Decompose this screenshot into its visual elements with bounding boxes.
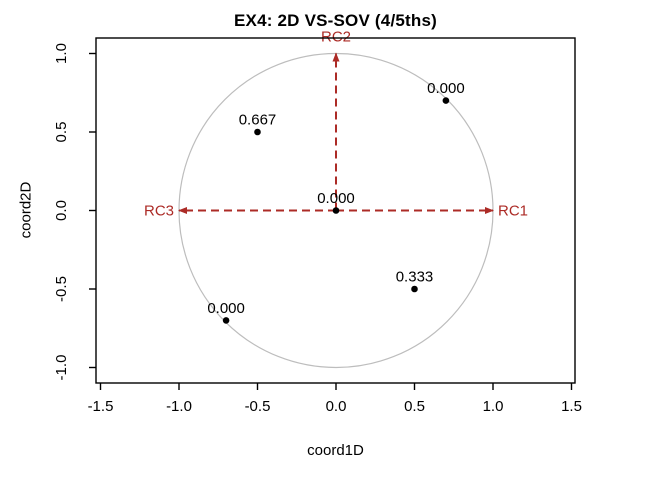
data-point [332,207,340,214]
data-point [442,97,450,104]
x-tick-label: 0.5 [404,398,425,415]
data-point [411,285,418,293]
factor-arrow-label-rc2: RC2 [321,29,351,46]
y-tick-label: -0.5 [53,276,70,302]
data-point-label: 0.667 [239,112,277,129]
y-tick-label: 0.0 [53,200,70,221]
data-point [222,317,230,324]
data-point-label: 0.000 [207,300,245,317]
data-point-label: 0.333 [396,269,434,286]
x-tick-label: -0.5 [245,398,271,415]
y-axis-label: coord2D [17,181,35,239]
y-tick-label: 1.0 [53,43,70,64]
y-tick-label: 0.5 [53,122,70,143]
data-point [254,128,261,136]
chart-title: EX4: 2D VS-SOV (4/5ths) [234,11,437,30]
x-tick-label: 1.0 [483,398,504,415]
x-tick-label: 1.5 [561,398,582,415]
x-tick-label: 0.0 [326,398,347,415]
x-axis-label: coord1D [307,442,364,459]
factor-arrow-label-rc3: RC3 [144,203,174,220]
data-point-label: 0.000 [317,190,355,207]
x-tick-label: -1.0 [166,398,192,415]
factor-arrow-label-rc1: RC1 [498,203,528,220]
y-tick-label: -1.0 [53,355,70,381]
x-tick-label: -1.5 [88,398,114,415]
data-point-label: 0.000 [427,80,465,97]
